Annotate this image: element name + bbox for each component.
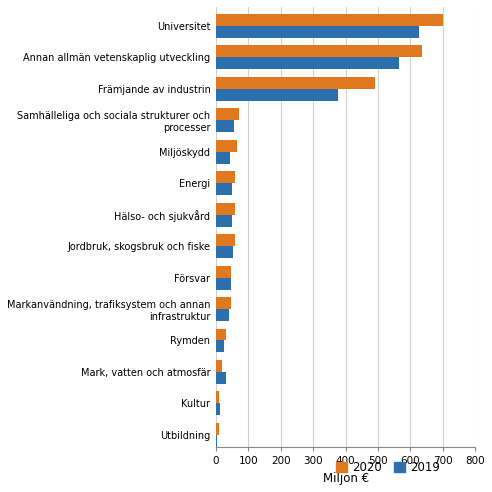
Bar [216,183,232,195]
Bar [216,152,230,164]
Legend: 2020, 2019: 2020, 2019 [331,457,445,479]
Bar [216,26,419,38]
Bar [216,423,218,435]
Bar [216,309,229,321]
Bar [216,89,338,101]
Bar [216,360,222,372]
Bar [216,277,231,289]
Bar [216,14,443,26]
Bar [216,108,239,120]
Bar [216,392,219,403]
Bar [216,171,236,183]
Bar [216,372,226,384]
Bar [216,215,232,227]
Bar [216,234,236,246]
Bar [216,77,375,89]
Bar [216,403,220,415]
Bar [216,45,422,57]
Bar [216,140,237,152]
Bar [216,329,226,340]
Bar [216,57,399,69]
Bar [216,435,217,447]
Bar [216,120,235,132]
Bar [216,203,236,215]
X-axis label: Miljon €: Miljon € [323,472,369,485]
Bar [216,340,224,352]
Bar [216,297,231,309]
Bar [216,246,233,258]
Bar [216,266,231,277]
